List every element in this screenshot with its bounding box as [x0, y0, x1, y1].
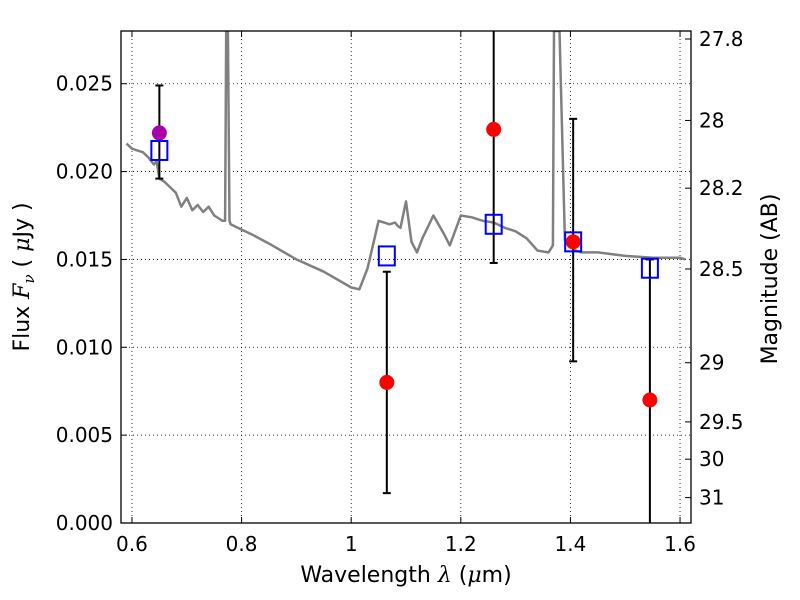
y2-tick-label: 29: [699, 351, 724, 375]
y-tick-label: 0.015: [56, 247, 113, 271]
model-point: [484, 213, 503, 235]
x-tick-label: 0.8: [226, 532, 258, 556]
data-point: [151, 125, 167, 141]
x-tick-label: 1.2: [445, 532, 477, 556]
y2-tick-label: 31: [699, 486, 724, 510]
y-tick-label: 0.020: [56, 160, 113, 184]
series-layer: [125, 31, 686, 523]
x-tick-label: 1: [345, 532, 358, 556]
x-tick-label: 0.6: [116, 532, 148, 556]
data-point: [486, 121, 502, 137]
y-tick-label: 0.000: [56, 511, 113, 535]
y2-tick-label: 28.5: [699, 257, 744, 281]
x-tick-label: 1.4: [555, 532, 587, 556]
y2-tick-label: 29.5: [699, 410, 744, 434]
grid-layer: [121, 31, 691, 524]
model-point: [640, 257, 659, 279]
y2-tick-label: 28.2: [699, 176, 744, 200]
ticks-layer: 0.6 0.8 1 1.2 1.4 1.6 0.000 0.005 0.010 0.015 0.02…: [56, 27, 744, 556]
data-point: [565, 234, 581, 250]
y-tick-label: 0.005: [56, 423, 113, 447]
x-axis-label: Wavelength λ (μm): [300, 563, 511, 588]
data-point: [379, 374, 395, 390]
data-point: [642, 392, 658, 408]
y-axis-label: Flux Fν ( μJy ): [10, 202, 38, 351]
y-tick-label: 0.025: [56, 72, 113, 96]
spectrum-line: [125, 31, 686, 291]
model-point: [377, 245, 396, 267]
y2-tick-label: 30: [699, 447, 724, 471]
model-point: [150, 139, 169, 161]
x-tick-label: 1.6: [664, 532, 696, 556]
model-point: [564, 231, 583, 253]
y2-tick-label: 27.8: [699, 27, 744, 51]
y2-tick-label: 28: [699, 108, 724, 132]
y2-axis-label: Magnitude (AB): [758, 194, 783, 365]
y-tick-label: 0.010: [56, 335, 113, 359]
plot-frame: [120, 30, 692, 524]
